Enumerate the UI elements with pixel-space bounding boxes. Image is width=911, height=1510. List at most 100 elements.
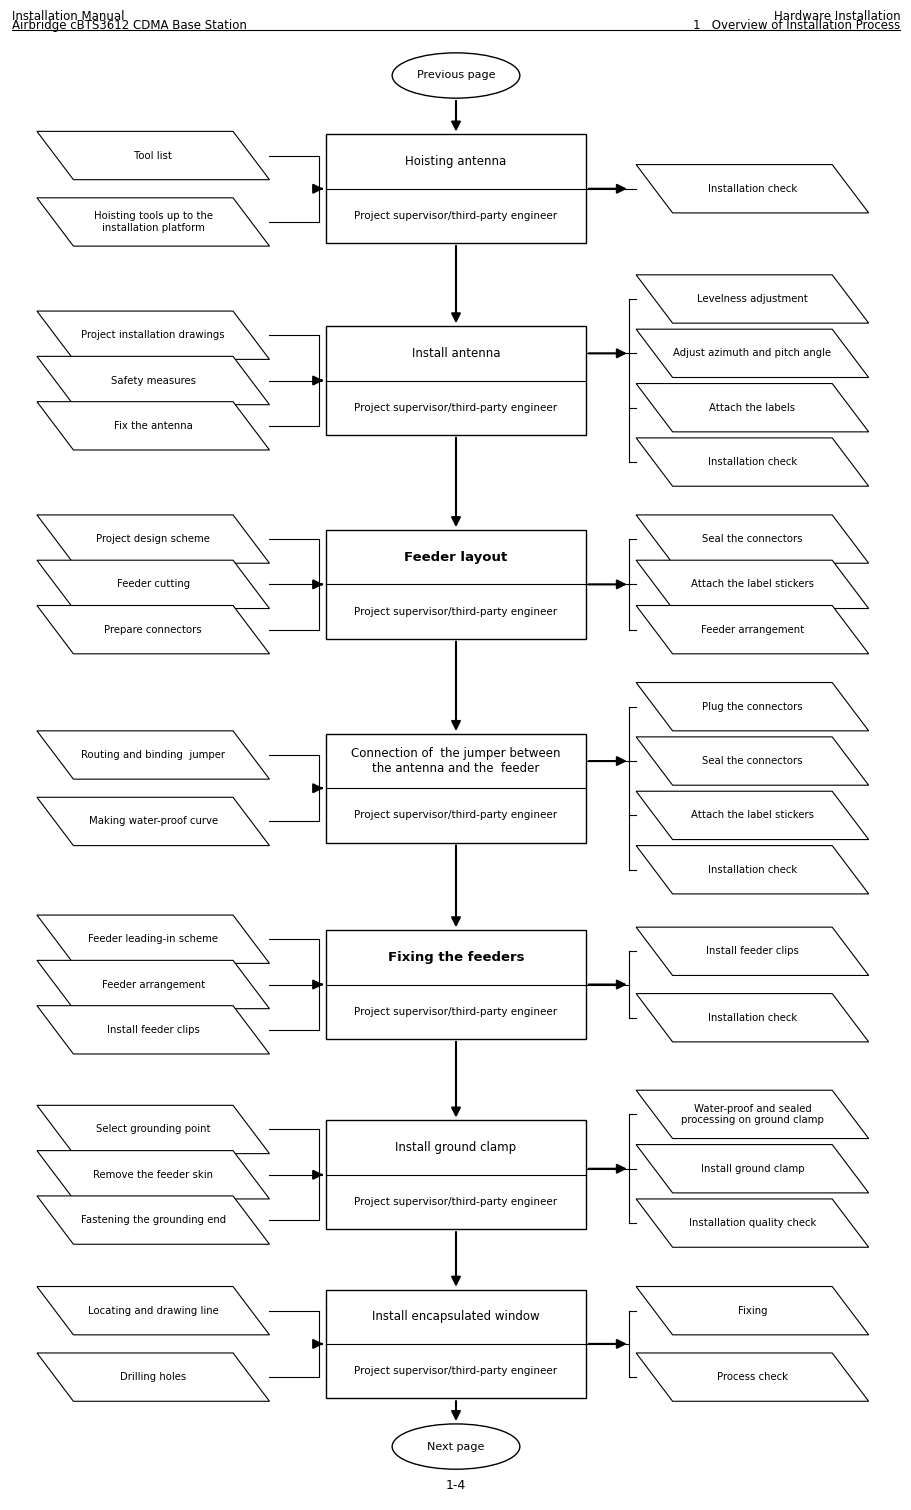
Text: Project installation drawings: Project installation drawings xyxy=(81,331,225,340)
Text: Hoisting tools up to the
installation platform: Hoisting tools up to the installation pl… xyxy=(94,211,212,233)
Text: Installation check: Installation check xyxy=(707,1013,796,1022)
Polygon shape xyxy=(635,329,867,378)
Text: Attach the label stickers: Attach the label stickers xyxy=(691,580,813,589)
FancyBboxPatch shape xyxy=(326,530,585,639)
Polygon shape xyxy=(37,1006,270,1054)
Text: Install encapsulated window: Install encapsulated window xyxy=(372,1311,539,1323)
Polygon shape xyxy=(37,1287,270,1335)
FancyBboxPatch shape xyxy=(326,1120,585,1229)
Polygon shape xyxy=(37,356,270,405)
Text: Feeder arrangement: Feeder arrangement xyxy=(700,625,804,634)
Text: Seal the connectors: Seal the connectors xyxy=(701,535,802,544)
Polygon shape xyxy=(635,275,867,323)
Polygon shape xyxy=(635,384,867,432)
FancyBboxPatch shape xyxy=(326,1290,585,1398)
Polygon shape xyxy=(37,198,270,246)
FancyBboxPatch shape xyxy=(326,734,585,843)
Text: Install ground clamp: Install ground clamp xyxy=(395,1142,516,1154)
Text: Feeder layout: Feeder layout xyxy=(404,551,507,563)
Text: Install ground clamp: Install ground clamp xyxy=(700,1164,804,1173)
Text: Fixing the feeders: Fixing the feeders xyxy=(387,951,524,963)
Polygon shape xyxy=(635,606,867,654)
Text: Tool list: Tool list xyxy=(134,151,172,160)
Ellipse shape xyxy=(392,1424,519,1469)
Text: Project design scheme: Project design scheme xyxy=(97,535,210,544)
Text: Project supervisor/third-party engineer: Project supervisor/third-party engineer xyxy=(354,211,557,220)
Text: Installation check: Installation check xyxy=(707,458,796,467)
Text: Fix the antenna: Fix the antenna xyxy=(114,421,192,430)
Text: Routing and binding  jumper: Routing and binding jumper xyxy=(81,750,225,760)
Polygon shape xyxy=(635,1090,867,1139)
Text: Install antenna: Install antenna xyxy=(411,347,500,359)
Polygon shape xyxy=(635,560,867,609)
Text: Project supervisor/third-party engineer: Project supervisor/third-party engineer xyxy=(354,1007,557,1016)
Text: Prepare connectors: Prepare connectors xyxy=(104,625,202,634)
Text: Hardware Installation: Hardware Installation xyxy=(773,9,899,23)
Text: Installation check: Installation check xyxy=(707,865,796,874)
Text: Hoisting antenna: Hoisting antenna xyxy=(404,156,507,168)
Text: Attach the label stickers: Attach the label stickers xyxy=(691,811,813,820)
Polygon shape xyxy=(635,1287,867,1335)
Text: Previous page: Previous page xyxy=(416,71,495,80)
Polygon shape xyxy=(37,1151,270,1199)
Text: Seal the connectors: Seal the connectors xyxy=(701,757,802,766)
Text: Feeder leading-in scheme: Feeder leading-in scheme xyxy=(88,935,218,944)
Polygon shape xyxy=(37,1196,270,1244)
Polygon shape xyxy=(635,791,867,840)
Ellipse shape xyxy=(392,53,519,98)
Polygon shape xyxy=(37,515,270,563)
Text: Install feeder clips: Install feeder clips xyxy=(705,947,798,956)
Text: Remove the feeder skin: Remove the feeder skin xyxy=(93,1170,213,1179)
Polygon shape xyxy=(37,1105,270,1154)
Text: 1-4: 1-4 xyxy=(445,1478,466,1492)
Text: Safety measures: Safety measures xyxy=(110,376,196,385)
Text: Water-proof and sealed
processing on ground clamp: Water-proof and sealed processing on gro… xyxy=(681,1104,823,1125)
Text: Project supervisor/third-party engineer: Project supervisor/third-party engineer xyxy=(354,1197,557,1206)
FancyBboxPatch shape xyxy=(326,930,585,1039)
Text: Airbridge cBTS3612 CDMA Base Station: Airbridge cBTS3612 CDMA Base Station xyxy=(12,18,247,32)
Text: Installation quality check: Installation quality check xyxy=(688,1219,815,1228)
Text: Locating and drawing line: Locating and drawing line xyxy=(87,1306,219,1315)
FancyBboxPatch shape xyxy=(326,134,585,243)
Polygon shape xyxy=(635,438,867,486)
Text: Installation Manual: Installation Manual xyxy=(12,9,124,23)
Polygon shape xyxy=(37,915,270,963)
Polygon shape xyxy=(635,165,867,213)
Polygon shape xyxy=(37,960,270,1009)
Text: Feeder cutting: Feeder cutting xyxy=(117,580,189,589)
Polygon shape xyxy=(37,131,270,180)
Polygon shape xyxy=(635,994,867,1042)
Text: Adjust azimuth and pitch angle: Adjust azimuth and pitch angle xyxy=(672,349,831,358)
Polygon shape xyxy=(635,846,867,894)
Polygon shape xyxy=(37,606,270,654)
Polygon shape xyxy=(37,402,270,450)
Text: Connection of  the jumper between
the antenna and the  feeder: Connection of the jumper between the ant… xyxy=(351,747,560,775)
Polygon shape xyxy=(635,1145,867,1193)
Text: Drilling holes: Drilling holes xyxy=(120,1373,186,1382)
Text: Levelness adjustment: Levelness adjustment xyxy=(696,294,807,304)
Polygon shape xyxy=(37,311,270,359)
Polygon shape xyxy=(635,1199,867,1247)
Text: 1   Overview of Installation Process: 1 Overview of Installation Process xyxy=(692,18,899,32)
Text: Feeder arrangement: Feeder arrangement xyxy=(101,980,205,989)
Polygon shape xyxy=(635,683,867,731)
Text: Project supervisor/third-party engineer: Project supervisor/third-party engineer xyxy=(354,607,557,616)
Text: Fixing: Fixing xyxy=(737,1306,766,1315)
Text: Select grounding point: Select grounding point xyxy=(96,1125,210,1134)
Text: Fastening the grounding end: Fastening the grounding end xyxy=(80,1216,226,1225)
Text: Project supervisor/third-party engineer: Project supervisor/third-party engineer xyxy=(354,1367,557,1376)
Text: Project supervisor/third-party engineer: Project supervisor/third-party engineer xyxy=(354,403,557,412)
Polygon shape xyxy=(37,797,270,846)
Text: Installation check: Installation check xyxy=(707,184,796,193)
Polygon shape xyxy=(635,927,867,975)
Text: Next page: Next page xyxy=(427,1442,484,1451)
Text: Project supervisor/third-party engineer: Project supervisor/third-party engineer xyxy=(354,811,557,820)
Text: Process check: Process check xyxy=(716,1373,787,1382)
Polygon shape xyxy=(37,1353,270,1401)
Text: Install feeder clips: Install feeder clips xyxy=(107,1025,200,1034)
Text: Making water-proof curve: Making water-proof curve xyxy=(88,817,218,826)
FancyBboxPatch shape xyxy=(326,326,585,435)
Polygon shape xyxy=(635,1353,867,1401)
Text: Plug the connectors: Plug the connectors xyxy=(701,702,802,711)
Polygon shape xyxy=(635,515,867,563)
